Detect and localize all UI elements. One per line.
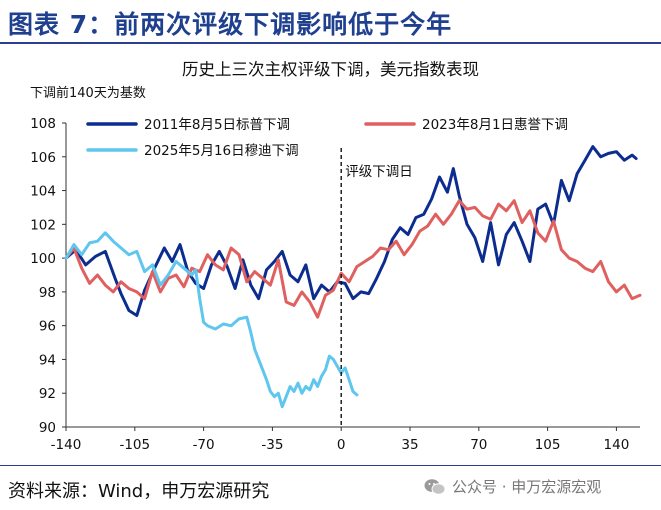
y-tick-label: 98	[39, 285, 56, 301]
event-marker-label: 评级下调日	[345, 164, 413, 180]
header-divider	[0, 42, 661, 44]
watermark: 公众号 · 申万宏源宏观	[424, 476, 601, 497]
y-tick-label: 94	[39, 352, 56, 368]
legend-label-1: 2011年8月5日标普下调	[144, 117, 290, 133]
y-tick-label: 100	[30, 251, 56, 267]
chart-title: 历史上三次主权评级下调，美元指数表现	[182, 60, 479, 79]
y-tick-label: 104	[30, 184, 56, 200]
series-line-1	[64, 145, 638, 317]
y-tick-label: 92	[39, 386, 56, 402]
y-tick-label: 106	[30, 150, 56, 166]
series-layer	[64, 145, 642, 409]
x-tick-label: -140	[51, 437, 82, 453]
header-banner: 图表 7：前两次评级下调影响低于今年	[0, 0, 661, 44]
x-tick-label: -105	[119, 437, 150, 453]
y-tick-label: 96	[39, 319, 56, 335]
chart-axes: 90 92 94 96 98 100 102 104 106 108 -140 -105 -70 -35 0…	[30, 116, 640, 453]
page-title: 图表 7：前两次评级下调影响低于今年	[8, 10, 453, 39]
x-tick-label: -35	[261, 437, 283, 453]
legend-label-2: 2023年8月1日惠誉下调	[422, 117, 568, 133]
x-tick-label: 35	[401, 437, 418, 453]
x-tick-label: 0	[337, 437, 346, 453]
y-tick-label: 108	[30, 116, 56, 132]
line-chart: 90 92 94 96 98 100 102 104 106 108 -140 -105 -70 -35 0…	[30, 116, 642, 453]
x-tick-label: -70	[193, 437, 215, 453]
x-tick-label: 70	[470, 437, 487, 453]
legend-label-3: 2025年5月16日穆迪下调	[144, 143, 299, 159]
series-line-2	[64, 199, 642, 319]
y-tick-label: 90	[39, 420, 56, 436]
x-tick-label: 105	[535, 437, 561, 453]
y-axis-label: 下调前140天为基数	[30, 86, 146, 101]
y-tick-label: 102	[30, 217, 56, 233]
watermark-text: 公众号 · 申万宏源宏观	[452, 478, 602, 496]
legend: 2011年8月5日标普下调 2023年8月1日惠誉下调 2025年5月16日穆迪下调	[86, 117, 568, 159]
series-line-3	[64, 231, 359, 409]
x-tick-label: 140	[604, 437, 630, 453]
wechat-icon	[424, 478, 446, 496]
annotation-layer: 评级下调日	[340, 148, 413, 427]
source-note: 资料来源：Wind，申万宏源研究	[8, 481, 270, 502]
footer-divider	[0, 465, 661, 466]
